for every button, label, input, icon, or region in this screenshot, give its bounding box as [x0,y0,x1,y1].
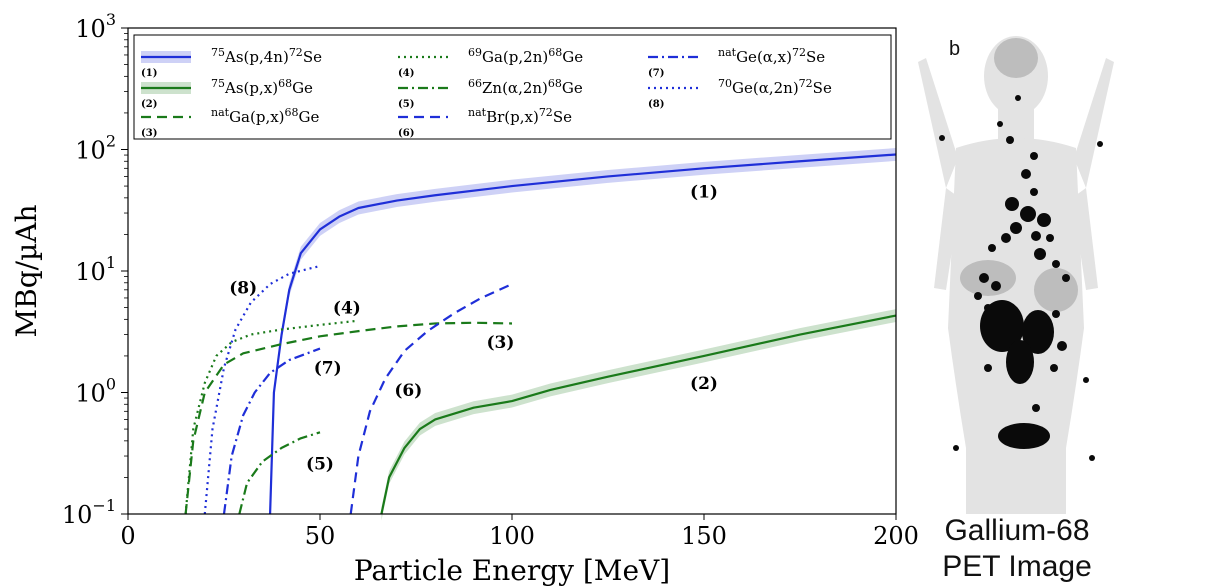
series-line-2 [380,314,897,515]
legend-box [133,34,892,140]
x-tick-label: 200 [873,522,919,550]
series-line-7 [222,347,321,515]
legend-index: (1) [141,68,157,79]
series-line-3 [184,321,513,515]
pet-caption-line2: PET Image [942,550,1092,583]
uncertainty-bands [270,148,897,521]
curve-label: (4) [333,299,361,319]
pet-body-silhouette [918,36,1114,514]
series-line-8 [203,264,321,515]
curve-label: (3) [487,333,515,353]
pet-image-panel [916,28,1114,514]
legend-index: (5) [398,99,414,110]
x-tick-label: 150 [681,522,727,550]
legend: (1) 75As(p,4n)72Se (2) 75As(p,x)68Ge (3) natG… [133,34,892,140]
curve-label: (2) [690,374,718,394]
legend-index: (7) [648,68,664,79]
legend-label: 75As(p,x)68Ge [211,77,313,97]
curve-label: (6) [394,381,422,401]
series-line-5 [238,431,321,515]
curve-label: (5) [306,455,334,475]
y-tick-label: 102 [75,132,116,165]
legend-label: natGa(p,x)68Ge [211,106,320,126]
legend-index: (6) [398,128,414,139]
legend-label: natGe(α,x)72Se [718,46,825,66]
series-band-2 [381,309,896,521]
x-axis-title: Particle Energy [MeV] [354,554,670,587]
legend-index: (8) [648,99,664,110]
y-tick-label: 10−1 [62,496,116,529]
curve-label: (7) [314,359,342,379]
y-tick-label: 101 [75,253,116,286]
y-axis-title: MBq/µAh [10,204,43,337]
legend-index: (4) [398,68,414,79]
pet-corner-label: b [949,38,961,60]
x-tick-label: 50 [305,522,336,550]
legend-label: 69Ga(p,2n)68Ge [468,46,583,66]
legend-label: 75As(p,4n)72Se [211,46,322,66]
series-line-1 [268,153,897,515]
x-tick-label: 100 [489,522,535,550]
curve-label: (8) [229,279,257,299]
curve-annotations: (1) (2) (3) (4) (5) (6) (7) (8) [229,183,718,475]
y-tick-label: 103 [75,10,116,43]
legend-label: natBr(p,x)72Se [468,106,572,126]
y-tick-label: 100 [75,375,116,408]
axis-ticks: 0 50 100 150 200 10−1 100 101 102 103 [62,10,919,550]
pet-caption-line1: Gallium-68 [944,514,1090,547]
legend-index: (2) [141,99,157,110]
curve-label: (1) [690,183,718,203]
series-lines [184,153,897,515]
legend-label: 70Ge(α,2n)72Se [718,77,832,97]
legend-label: 66Zn(α,2n)68Ge [468,77,583,97]
x-tick-label: 0 [120,522,135,550]
series-line-6 [349,283,513,515]
legend-index: (3) [141,128,157,139]
